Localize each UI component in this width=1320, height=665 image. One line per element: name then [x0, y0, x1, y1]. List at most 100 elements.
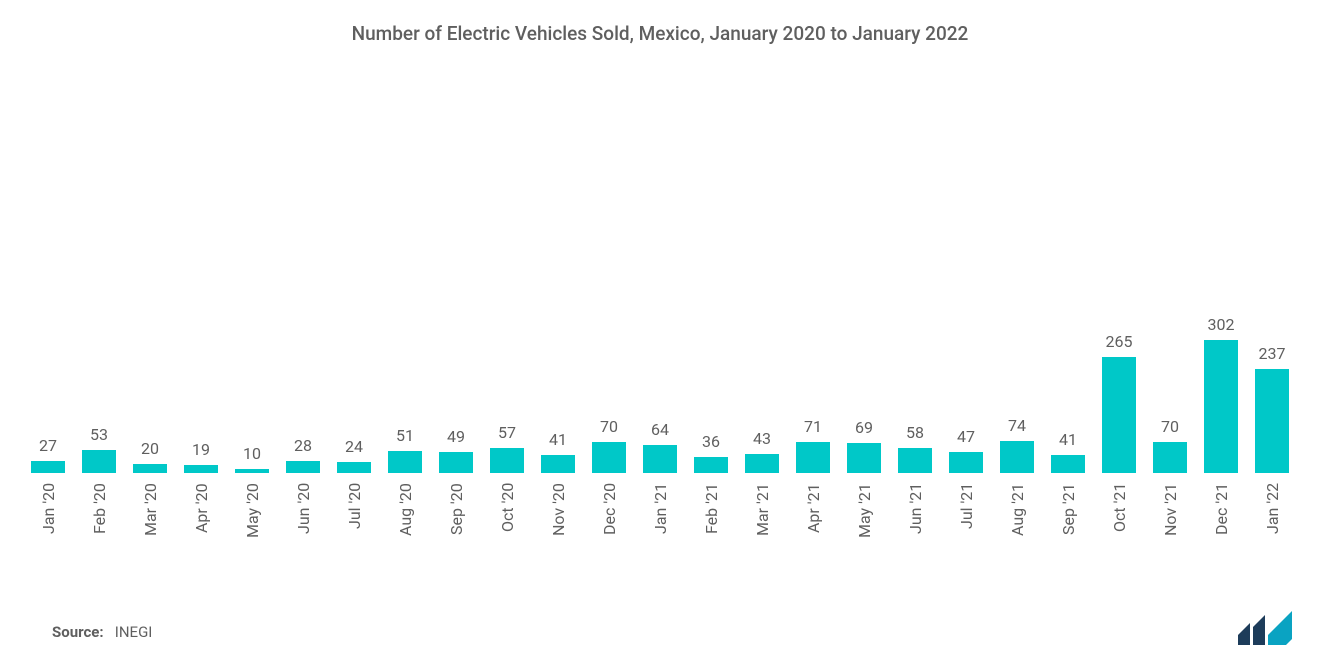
x-axis-tick-label: Oct '21: [1094, 483, 1145, 553]
x-axis-tick-label: Oct '20: [482, 483, 533, 553]
bar-group: 47: [941, 113, 992, 473]
bar: [949, 452, 984, 473]
bar-value-label: 24: [345, 437, 363, 456]
bar-group: 237: [1247, 113, 1298, 473]
bar-value-label: 71: [804, 417, 822, 436]
source-value: INEGI: [115, 623, 153, 641]
bar: [82, 450, 117, 473]
bar-value-label: 70: [600, 417, 618, 436]
x-axis-tick-label: Jan '21: [635, 483, 686, 553]
x-axis-labels: Jan '20Feb '20Mar '20Apr '20May '20Jun '…: [23, 483, 1298, 553]
bar-value-label: 27: [39, 436, 57, 455]
bar-group: 43: [737, 113, 788, 473]
bar: [898, 448, 933, 473]
x-axis-tick-label: Mar '21: [737, 483, 788, 553]
bar-group: 24: [329, 113, 380, 473]
bar-group: 74: [992, 113, 1043, 473]
bar-group: 70: [1145, 113, 1196, 473]
x-axis-tick-label: Nov '20: [533, 483, 584, 553]
bar-group: 58: [890, 113, 941, 473]
bar-group: 51: [380, 113, 431, 473]
x-axis-tick-label: Jun '20: [278, 483, 329, 553]
bar-group: 69: [839, 113, 890, 473]
bar-value-label: 10: [243, 444, 261, 463]
bar-value-label: 47: [957, 427, 975, 446]
bar-value-label: 64: [651, 420, 669, 439]
source-attribution: Source: INEGI: [52, 623, 152, 641]
bar-group: 49: [431, 113, 482, 473]
bar: [745, 454, 780, 473]
x-axis-tick-label: Feb '20: [74, 483, 125, 553]
x-axis-tick-label: Mar '20: [125, 483, 176, 553]
x-axis-tick-label: Jan '22: [1247, 483, 1298, 553]
bar-value-label: 237: [1259, 344, 1286, 363]
x-axis-tick-label: May '20: [227, 483, 278, 553]
x-axis-tick-label: Jul '20: [329, 483, 380, 553]
bar-group: 41: [533, 113, 584, 473]
bar-value-label: 58: [906, 423, 924, 442]
bar-group: 71: [788, 113, 839, 473]
x-axis-tick-label: May '21: [839, 483, 890, 553]
source-label: Source:: [52, 623, 104, 641]
bar-group: 19: [176, 113, 227, 473]
bar-group: 36: [686, 113, 737, 473]
bar-value-label: 43: [753, 429, 771, 448]
x-axis-tick-label: Apr '21: [788, 483, 839, 553]
bar: [133, 464, 168, 473]
x-axis-tick-label: Dec '20: [584, 483, 635, 553]
bar-group: 265: [1094, 113, 1145, 473]
x-axis-tick-label: Jun '21: [890, 483, 941, 553]
bar: [184, 465, 219, 473]
bar-value-label: 74: [1008, 416, 1026, 435]
x-axis-tick-label: Feb '21: [686, 483, 737, 553]
chart-title: Number of Electric Vehicles Sold, Mexico…: [0, 0, 1320, 53]
bar: [31, 461, 66, 473]
bar-value-label: 265: [1106, 332, 1133, 351]
bar-group: 10: [227, 113, 278, 473]
bar-value-label: 302: [1208, 315, 1235, 334]
x-axis-tick-label: Sep '20: [431, 483, 482, 553]
bar: [235, 469, 270, 473]
bar-value-label: 70: [1161, 417, 1179, 436]
brand-logo: [1238, 611, 1292, 645]
bar-group: 27: [23, 113, 74, 473]
bar-group: 53: [74, 113, 125, 473]
bar-group: 302: [1196, 113, 1247, 473]
x-axis-tick-label: Aug '21: [992, 483, 1043, 553]
bar-group: 20: [125, 113, 176, 473]
x-axis-tick-label: Aug '20: [380, 483, 431, 553]
bars-row: 27 53 20 19 10 28 24 51 49 57 41 70 64 36 43 71 69 58 47 74…: [23, 113, 1298, 473]
bar: [286, 461, 321, 473]
bar-value-label: 49: [447, 427, 465, 446]
bar-value-label: 41: [1059, 430, 1077, 449]
bar: [643, 445, 678, 473]
bar: [439, 452, 474, 474]
bar: [1204, 340, 1239, 473]
chart-plot-area: 27 53 20 19 10 28 24 51 49 57 41 70 64 36 43 71 69 58 47 74…: [23, 53, 1298, 533]
x-axis-tick-label: Jan '20: [23, 483, 74, 553]
bar-value-label: 19: [192, 440, 210, 459]
x-axis-tick-label: Apr '20: [176, 483, 227, 553]
x-axis-tick-label: Jul '21: [941, 483, 992, 553]
x-axis-tick-label: Nov '21: [1145, 483, 1196, 553]
bar-group: 70: [584, 113, 635, 473]
bar-group: 64: [635, 113, 686, 473]
bar: [1102, 357, 1137, 473]
bar: [592, 442, 627, 473]
bar: [796, 442, 831, 473]
bar-value-label: 36: [702, 432, 720, 451]
bar: [337, 462, 372, 473]
bar-group: 41: [1043, 113, 1094, 473]
bar-value-label: 41: [549, 430, 567, 449]
bar-value-label: 28: [294, 436, 312, 455]
bar: [1255, 369, 1290, 473]
bar-value-label: 69: [855, 418, 873, 437]
bar-group: 57: [482, 113, 533, 473]
bar-group: 28: [278, 113, 329, 473]
bar-value-label: 53: [90, 425, 108, 444]
x-axis-tick-label: Dec '21: [1196, 483, 1247, 553]
bar: [541, 455, 576, 473]
bar-value-label: 51: [396, 426, 414, 445]
bar: [1000, 441, 1035, 473]
bar-value-label: 57: [498, 423, 516, 442]
